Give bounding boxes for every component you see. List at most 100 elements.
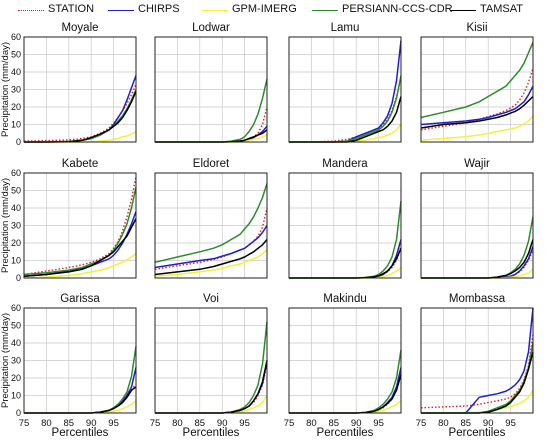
- legend-swatch: [312, 10, 338, 11]
- x-tick-label: 80: [41, 418, 52, 429]
- panel-lodwar: Lodwar: [154, 22, 268, 143]
- plot-frame: [420, 307, 534, 414]
- panel-kabete: Kabete 0 10 20 30 40 50 60: [11, 158, 137, 283]
- x-tick-label: 85: [461, 418, 472, 429]
- y-tick-label: 40: [11, 67, 21, 77]
- panel-kisii: Kisii: [420, 22, 534, 143]
- x-tick-label: 90: [351, 418, 362, 429]
- panel-title: Makindu: [323, 293, 366, 305]
- plot-frame: [420, 36, 534, 143]
- series-line-persiann-ccs-cdr: [420, 42, 534, 119]
- x-axis-label: Percentiles: [449, 427, 506, 439]
- plot-frame: [23, 172, 137, 279]
- series-line-chirps: [23, 211, 137, 278]
- y-tick-label: 10: [11, 391, 21, 401]
- plot-frame: [154, 307, 268, 414]
- y-tick-label: 20: [11, 373, 21, 383]
- y-tick-label: 20: [11, 238, 21, 248]
- x-tick-label: 80: [306, 418, 317, 429]
- legend: STATION CHIRPS GPM-IMERG PERSIANN-CCS-CDR TA…: [0, 0, 550, 20]
- x-tick-label: 80: [172, 418, 183, 429]
- y-tick-label: 60: [11, 303, 21, 313]
- series-line-gpm-imerg: [420, 115, 534, 142]
- series-line-chirps: [420, 85, 534, 126]
- panel-title: Mombassa: [449, 293, 506, 305]
- y-axis-label: Precipitation (mm/day): [0, 178, 11, 273]
- panel-title: Kisii: [466, 22, 487, 34]
- panel-title: Kabete: [62, 158, 98, 170]
- series-line-station: [23, 176, 137, 276]
- panel-garissa: Garissa 0 10 20 30 40 50 60 75 80 85 90 95Percentile…: [11, 293, 137, 439]
- legend-label: CHIRPS: [138, 3, 180, 15]
- series-line-persiann-ccs-cdr: [154, 183, 268, 264]
- legend-label: STATION: [48, 3, 95, 15]
- legend-swatch: [18, 10, 44, 11]
- x-axis-label: Percentiles: [317, 427, 374, 439]
- plot-frame: [420, 172, 534, 279]
- plot-frame: [288, 307, 402, 414]
- series-line-chirps: [154, 225, 268, 269]
- panel-title: Mandera: [322, 158, 368, 170]
- y-tick-label: 60: [11, 168, 21, 178]
- series-line-tamsat: [23, 218, 137, 278]
- x-tick-label: 95: [239, 418, 250, 429]
- y-tick-label: 10: [11, 120, 21, 130]
- x-tick-label: 75: [416, 418, 427, 429]
- x-tick-label: 95: [505, 418, 516, 429]
- x-tick-label: 85: [64, 418, 75, 429]
- y-axis-label: Precipitation (mm/day): [0, 313, 11, 408]
- y-tick-label: 60: [11, 32, 21, 42]
- x-tick-label: 80: [438, 418, 449, 429]
- y-tick-label: 50: [11, 50, 21, 60]
- x-tick-label: 90: [483, 418, 494, 429]
- panel-lamu: Lamu: [288, 22, 402, 143]
- panel-title: Moyale: [61, 22, 98, 34]
- x-tick-label: 90: [217, 418, 228, 429]
- y-tick-label: 0: [16, 408, 21, 418]
- x-tick-label: 95: [373, 418, 384, 429]
- series-line-tamsat: [154, 239, 268, 276]
- x-axis-label: Percentiles: [183, 427, 240, 439]
- legend-label: TAMSAT: [480, 3, 523, 15]
- panel-title: Lodwar: [192, 22, 230, 34]
- plot-frame: [23, 36, 137, 143]
- legend-swatch: [108, 10, 134, 11]
- plot-frame: [154, 36, 268, 143]
- y-tick-label: 40: [11, 203, 21, 213]
- plot-frame: [154, 172, 268, 279]
- series-line-gpm-imerg: [154, 249, 268, 278]
- y-tick-label: 50: [11, 321, 21, 331]
- y-tick-label: 20: [11, 102, 21, 112]
- x-tick-label: 85: [329, 418, 340, 429]
- y-axis-label: Precipitation (mm/day): [0, 42, 11, 137]
- panel-title: Garissa: [60, 293, 100, 305]
- y-tick-label: 30: [11, 85, 21, 95]
- legend-label: GPM-IMERG: [232, 3, 297, 15]
- y-tick-label: 0: [16, 273, 21, 283]
- y-tick-label: 30: [11, 356, 21, 366]
- plot-frame: [288, 172, 402, 279]
- panel-title: Wajir: [464, 158, 490, 170]
- y-tick-label: 50: [11, 186, 21, 196]
- plot-frame: [23, 307, 137, 414]
- legend-label: PERSIANN-CCS-CDR: [342, 3, 453, 15]
- panel-title: Lamu: [331, 22, 360, 34]
- series-line-tamsat: [420, 95, 534, 129]
- x-tick-label: 95: [108, 418, 119, 429]
- panel-title: Voi: [203, 293, 219, 305]
- series-line-gpm-imerg: [23, 252, 137, 279]
- y-tick-label: 0: [16, 137, 21, 147]
- x-tick-label: 85: [195, 418, 206, 429]
- x-tick-label: 75: [284, 418, 295, 429]
- y-tick-label: 10: [11, 256, 21, 266]
- y-tick-label: 30: [11, 221, 21, 231]
- panel-title: Eldoret: [193, 158, 230, 170]
- panel-wajir: Wajir: [420, 158, 534, 279]
- y-tick-label: 40: [11, 338, 21, 348]
- panel-moyale: Moyale 0 10 20 30 40 50 60: [11, 22, 137, 147]
- panel-mandera: Mandera: [288, 158, 402, 279]
